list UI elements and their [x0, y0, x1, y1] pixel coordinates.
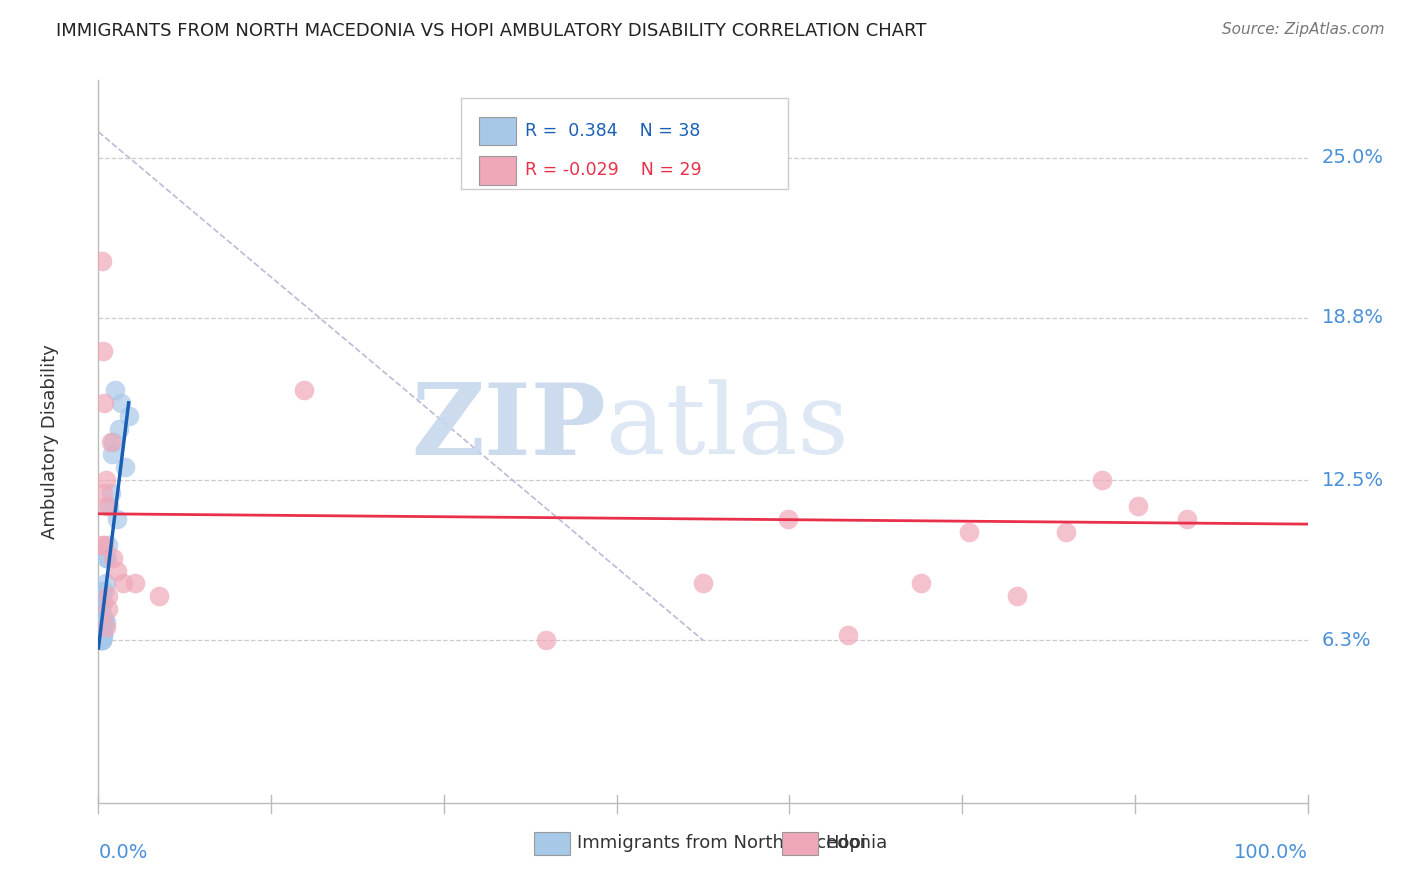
Point [100, 447, 122, 461]
Point [91, 344, 114, 359]
Point [93, 396, 115, 410]
Point [94, 576, 117, 591]
Point [90, 628, 112, 642]
Point [1091, 473, 1114, 487]
Point [692, 576, 714, 591]
Point [910, 576, 932, 591]
Point [91, 633, 114, 648]
Text: R = -0.029    N = 29: R = -0.029 N = 29 [526, 161, 702, 179]
Bar [479, 117, 516, 145]
Point [91, 486, 114, 500]
Text: 25.0%: 25.0% [1322, 148, 1384, 167]
Point [97, 538, 120, 552]
Point [91, 631, 114, 645]
Point [1175, 512, 1198, 526]
Point [96, 499, 118, 513]
Point [101, 550, 124, 565]
Point [837, 628, 859, 642]
Text: Source: ZipAtlas.com: Source: ZipAtlas.com [1222, 22, 1385, 37]
Point [94, 473, 117, 487]
Text: 18.8%: 18.8% [1322, 308, 1384, 327]
Point [148, 590, 170, 604]
Point [108, 422, 131, 436]
Point [91, 594, 114, 608]
Text: R =  0.384    N = 38: R = 0.384 N = 38 [526, 122, 700, 140]
Point [118, 409, 141, 423]
Point [91, 538, 114, 552]
Point [93, 615, 115, 630]
Point [94, 620, 117, 634]
Bar [782, 831, 818, 855]
Point [89, 620, 111, 634]
Point [1128, 499, 1150, 513]
Point [1054, 524, 1077, 539]
Point [90, 623, 112, 637]
Point [292, 383, 315, 397]
Point [91, 633, 114, 648]
Point [90, 633, 112, 648]
Text: Ambulatory Disability: Ambulatory Disability [41, 344, 59, 539]
Point [94, 615, 117, 630]
Point [111, 576, 134, 591]
Point [101, 434, 124, 449]
Point [91, 610, 114, 624]
Point [91, 254, 114, 268]
Point [110, 396, 132, 410]
Text: 12.5%: 12.5% [1322, 471, 1385, 490]
Text: ZIP: ZIP [412, 378, 606, 475]
Point [91, 615, 114, 630]
Point [91, 628, 114, 642]
Text: 0.0%: 0.0% [98, 843, 148, 862]
Point [957, 524, 980, 539]
Text: IMMIGRANTS FROM NORTH MACEDONIA VS HOPI AMBULATORY DISABILITY CORRELATION CHART: IMMIGRANTS FROM NORTH MACEDONIA VS HOPI … [56, 22, 927, 40]
Bar [479, 155, 516, 185]
Text: Hopi: Hopi [825, 834, 866, 852]
Point [91, 633, 114, 648]
Point [105, 512, 128, 526]
Point [124, 576, 146, 591]
Point [93, 584, 115, 599]
Point [1007, 590, 1029, 604]
Point [90, 615, 112, 630]
Point [89, 590, 111, 604]
Point [100, 486, 122, 500]
Point [89, 610, 111, 624]
Point [104, 383, 127, 397]
Text: Immigrants from North Macedonia: Immigrants from North Macedonia [578, 834, 887, 852]
Text: 6.3%: 6.3% [1322, 631, 1372, 649]
FancyBboxPatch shape [461, 98, 787, 189]
Text: atlas: atlas [606, 379, 849, 475]
Point [776, 512, 799, 526]
Point [534, 633, 557, 648]
Point [94, 550, 117, 565]
Point [97, 590, 120, 604]
Point [97, 602, 120, 616]
Text: 100.0%: 100.0% [1233, 843, 1308, 862]
Point [93, 620, 115, 634]
Point [89, 633, 111, 648]
Point [114, 460, 136, 475]
Point [91, 628, 114, 642]
Point [100, 434, 122, 449]
Point [105, 564, 128, 578]
Point [91, 584, 114, 599]
Point [90, 602, 112, 616]
Point [96, 550, 118, 565]
Point [93, 538, 115, 552]
Point [98, 499, 121, 513]
Bar [534, 831, 569, 855]
Point [91, 628, 114, 642]
